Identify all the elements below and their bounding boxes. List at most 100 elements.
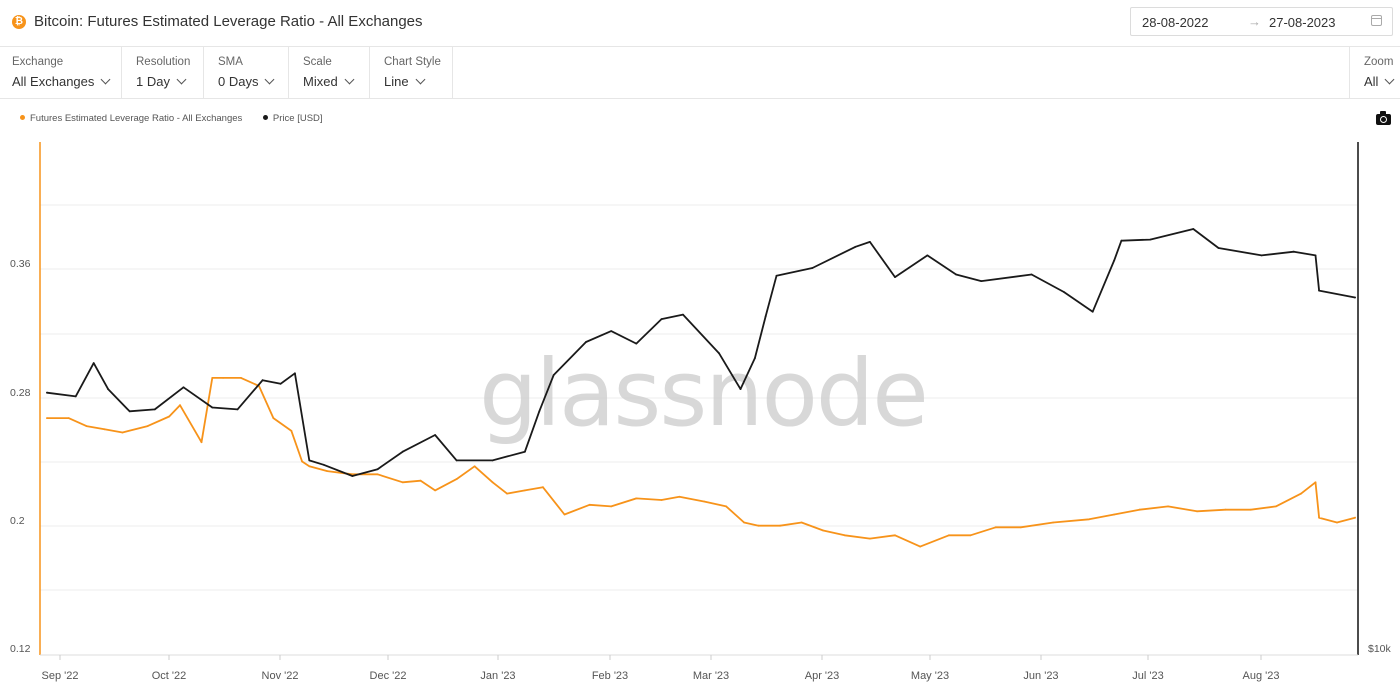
leverage-point [1249,508,1252,511]
price-point [682,313,684,316]
scale-value[interactable]: Mixed [303,74,355,89]
leverage-point [542,486,544,489]
price-point [739,388,742,390]
leverage-point [1019,526,1022,529]
resolution-value[interactable]: 1 Day [136,74,187,89]
leverage-point [146,425,149,427]
y-tick-label: 0.28 [10,387,31,399]
scale-label: Scale [303,56,332,68]
chevron-down-icon [100,74,111,85]
price-point [491,459,494,462]
price-point [351,475,354,477]
leverage-ratio-line [46,377,1356,548]
price-point [92,362,95,364]
price-point [635,342,638,345]
leverage-point [1138,508,1141,511]
x-tick-label: Oct '22 [152,670,187,682]
leverage-point [103,428,106,431]
zoom-value[interactable]: All [1364,74,1395,89]
x-tick-label: Mar '23 [693,670,729,682]
price-point [128,410,131,413]
price-point [775,274,778,277]
price-point [401,450,404,453]
price-point [955,273,957,276]
price-point [1091,310,1094,313]
leverage-point [919,545,922,548]
y-tick-label: 0.12 [10,643,31,655]
date-range-picker[interactable]: 28-08-2022 → 27-08-2023 [1130,7,1393,36]
sma-label: SMA [218,56,243,68]
price-point [894,276,896,278]
chart-style-select[interactable]: Chart Style Line [370,47,453,98]
price-point [236,408,239,411]
price-point [811,267,814,269]
chevron-down-icon [415,74,426,85]
price-point [1260,254,1263,257]
leverage-point [635,497,638,500]
price-point [585,341,587,343]
price-point [376,468,379,471]
calendar-icon[interactable] [1371,15,1382,26]
zoom-select[interactable]: Zoom All [1349,47,1400,98]
resolution-select[interactable]: Resolution 1 Day [122,47,204,98]
legend-item-leverage[interactable]: Futures Estimated Leverage Ratio - All E… [20,113,242,124]
x-tick-label: Sep '22 [42,670,79,682]
leverage-point [211,377,214,379]
chart-controls: Exchange All Exchanges Resolution 1 Day … [0,47,1400,99]
leverage-point [610,505,613,508]
chart-grid [39,142,1359,656]
chart-plot: glassnode 0.36 0.28 0.2 0.12 $10k Sep '22 Oc… [10,142,1392,682]
leverage-point [121,431,124,434]
leverage-point [822,529,825,532]
price-point [322,463,325,466]
price-point [1318,289,1320,292]
price-point [718,352,720,355]
camera-icon[interactable] [1376,111,1391,125]
leverage-point [757,524,760,527]
leverage-point [506,492,508,495]
x-tick-label: Jan '23 [480,670,515,682]
leverage-point [563,513,566,516]
leverage-point [1314,481,1317,484]
exchange-value[interactable]: All Exchanges [12,74,111,89]
arrow-right-icon: → [1248,14,1261,29]
chevron-down-icon [265,74,275,85]
leverage-point [376,473,379,476]
scale-select[interactable]: Scale Mixed [289,47,370,98]
y-tick-label: 0.2 [10,515,25,527]
x-tick-label: Jun '23 [1023,670,1058,682]
y-right-tick-label: $10k [1368,643,1392,655]
leverage-point [660,499,663,501]
resolution-label: Resolution [136,56,191,68]
leverage-point [843,534,846,537]
y-tick-label: 0.36 [10,258,31,270]
chart-header: ₿ Bitcoin: Futures Estimated Leverage Ra… [0,0,1400,47]
leverage-point [1300,492,1302,495]
sma-select[interactable]: SMA 0 Days [204,47,289,98]
price-point [524,450,526,453]
price-point [1354,296,1356,299]
price-point [46,391,48,394]
chart-style-value[interactable]: Line [384,74,426,89]
leverage-point [290,430,293,432]
chevron-down-icon [176,74,187,85]
leverage-point [1167,505,1169,508]
date-from-input[interactable]: 28-08-2022 [1142,15,1209,30]
price-point [308,459,311,462]
price-point [153,408,156,411]
x-tick-label: May '23 [911,670,949,682]
legend-item-price[interactable]: Price [USD] [262,113,323,124]
date-to-input[interactable]: 27-08-2023 [1269,15,1336,30]
price-point [926,254,929,257]
exchange-select[interactable]: Exchange All Exchanges [0,47,122,98]
leverage-point [743,521,745,524]
leverage-point [948,534,950,537]
leverage-point [240,377,242,379]
x-tick-label: Nov '22 [262,670,299,682]
zoom-label: Zoom [1364,56,1394,68]
sma-value[interactable]: 0 Days [218,74,275,89]
leverage-point [779,524,781,527]
leverage-point [434,489,436,492]
leverage-point [85,425,88,427]
x-axis: Sep '22 Oct '22 Nov '22 Dec '22 Jan '23 Feb '… [42,655,1279,682]
